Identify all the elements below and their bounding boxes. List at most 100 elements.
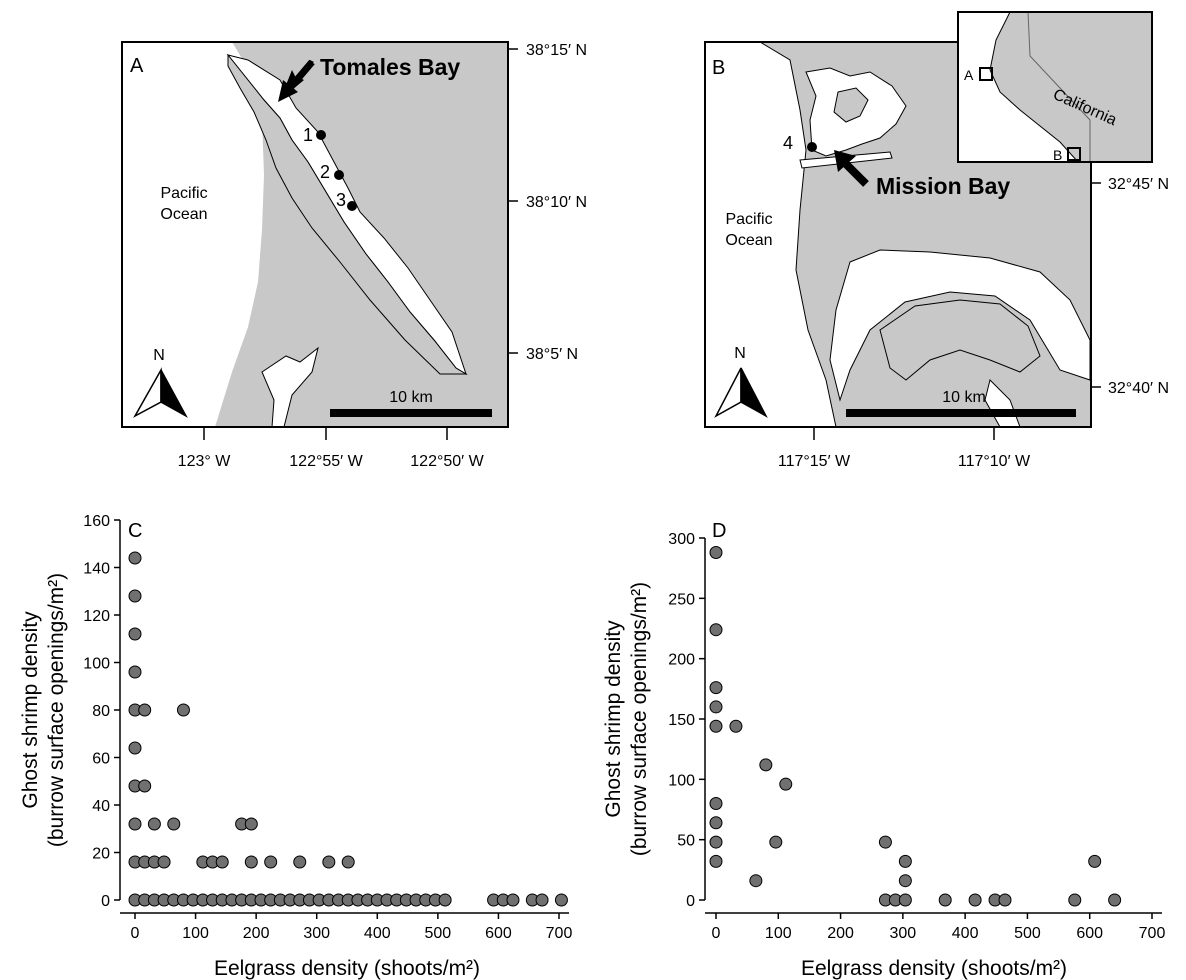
mission-bay-label: Mission Bay bbox=[876, 173, 1010, 199]
inset-map: A B California bbox=[957, 11, 1153, 163]
x-axis-title: Eelgrass density (shoots/m²) bbox=[801, 957, 1067, 980]
data-point bbox=[878, 835, 892, 849]
x-tick-label: 700 bbox=[1139, 925, 1166, 942]
lat-b-label-0: 32°45′ N bbox=[1108, 176, 1169, 193]
data-point bbox=[215, 855, 229, 869]
data-point bbox=[998, 893, 1012, 907]
data-point bbox=[709, 623, 723, 637]
data-point bbox=[438, 893, 452, 907]
mission-arrow-shaft bbox=[842, 160, 869, 187]
lon-a-label-0: 123° W bbox=[178, 453, 232, 470]
map-b-bay-island bbox=[833, 87, 869, 123]
y-tick-label: 250 bbox=[668, 591, 695, 608]
x-tick-label: 700 bbox=[546, 925, 573, 942]
site-4-marker bbox=[807, 142, 817, 152]
lat-a-label-0: 38°15′ N bbox=[526, 42, 587, 59]
y-tick-label: 150 bbox=[668, 712, 695, 729]
y-tick-label: 120 bbox=[83, 608, 110, 625]
inset-b-label: B bbox=[1053, 147, 1062, 163]
data-point bbox=[898, 874, 912, 888]
scale-bar-b bbox=[846, 409, 1076, 417]
ocean-a-line2: Ocean bbox=[160, 206, 207, 223]
data-point bbox=[898, 893, 912, 907]
data-point bbox=[147, 817, 161, 831]
y-tick-label: 20 bbox=[92, 846, 110, 863]
data-point bbox=[898, 854, 912, 868]
data-point bbox=[293, 855, 307, 869]
panel-label: C bbox=[128, 520, 142, 542]
data-point bbox=[749, 874, 763, 888]
tomales-arrow-shaft bbox=[287, 59, 315, 91]
x-tick-label: 500 bbox=[425, 925, 452, 942]
inset-state-border bbox=[1027, 11, 1091, 162]
site-1-marker bbox=[316, 130, 326, 140]
x-tick-label: 500 bbox=[1014, 925, 1041, 942]
map-b-san-diego-bay bbox=[829, 249, 1091, 402]
inset-box-a bbox=[979, 67, 993, 81]
data-point bbox=[759, 758, 773, 772]
panel-label: D bbox=[712, 520, 726, 542]
site-4-label: 4 bbox=[783, 133, 793, 153]
x-tick-label: 300 bbox=[890, 925, 917, 942]
lat-a-label-1: 38°10′ N bbox=[526, 194, 587, 211]
data-point bbox=[535, 893, 549, 907]
x-tick-label: 0 bbox=[131, 925, 140, 942]
data-point bbox=[264, 855, 278, 869]
data-point bbox=[138, 703, 152, 717]
x-tick-label: 200 bbox=[827, 925, 854, 942]
north-a-label: N bbox=[153, 347, 165, 364]
data-point bbox=[709, 835, 723, 849]
panel-a-label: A bbox=[130, 55, 144, 77]
data-point bbox=[709, 816, 723, 830]
data-point bbox=[128, 551, 142, 565]
data-point bbox=[709, 854, 723, 868]
data-point bbox=[167, 817, 181, 831]
y-tick-label: 300 bbox=[668, 531, 695, 548]
data-point bbox=[322, 855, 336, 869]
panel-b-label: B bbox=[712, 57, 725, 79]
map-b-frame bbox=[704, 41, 1092, 428]
x-tick-label: 200 bbox=[243, 925, 270, 942]
x-tick-label: 400 bbox=[364, 925, 391, 942]
data-point bbox=[128, 741, 142, 755]
data-point bbox=[709, 796, 723, 810]
data-point bbox=[128, 665, 142, 679]
x-tick-label: 600 bbox=[485, 925, 512, 942]
ocean-a-line1: Pacific bbox=[160, 185, 207, 202]
y-axis-title-line2: (burrow surface openings/m²) bbox=[628, 582, 651, 856]
scale-b-label: 10 km bbox=[942, 389, 986, 406]
x-tick-label: 100 bbox=[182, 925, 209, 942]
scale-bar-a bbox=[330, 409, 492, 417]
north-b-label: N bbox=[734, 345, 746, 362]
inset-box-b bbox=[1067, 147, 1081, 161]
inset-a-label: A bbox=[964, 67, 974, 83]
data-point bbox=[779, 777, 793, 791]
site-1-label: 1 bbox=[303, 125, 313, 145]
data-point bbox=[709, 545, 723, 559]
data-point bbox=[176, 703, 190, 717]
data-point bbox=[157, 855, 171, 869]
site-3-marker bbox=[347, 201, 357, 211]
y-tick-label: 80 bbox=[92, 703, 110, 720]
y-tick-label: 140 bbox=[83, 561, 110, 578]
site-2-label: 2 bbox=[320, 162, 330, 182]
x-tick-label: 100 bbox=[765, 925, 792, 942]
data-point bbox=[968, 893, 982, 907]
y-axis-title-line1: Ghost shrimp density bbox=[19, 611, 42, 809]
map-b-coronado bbox=[879, 299, 1041, 381]
data-point bbox=[554, 893, 568, 907]
data-point bbox=[128, 589, 142, 603]
x-tick-label: 600 bbox=[1076, 925, 1103, 942]
data-point bbox=[1108, 893, 1122, 907]
data-point bbox=[938, 893, 952, 907]
data-point bbox=[128, 817, 142, 831]
tomales-arrowhead-icon bbox=[278, 80, 298, 102]
inset-frame bbox=[957, 11, 1153, 163]
lon-b-label-1: 117°10′ W bbox=[958, 453, 1031, 470]
lon-b-label-0: 117°15′ W bbox=[778, 453, 851, 470]
data-point bbox=[1088, 854, 1102, 868]
data-point bbox=[729, 719, 743, 733]
y-tick-label: 60 bbox=[92, 751, 110, 768]
lon-a-label-1: 122°55′ W bbox=[289, 453, 363, 470]
